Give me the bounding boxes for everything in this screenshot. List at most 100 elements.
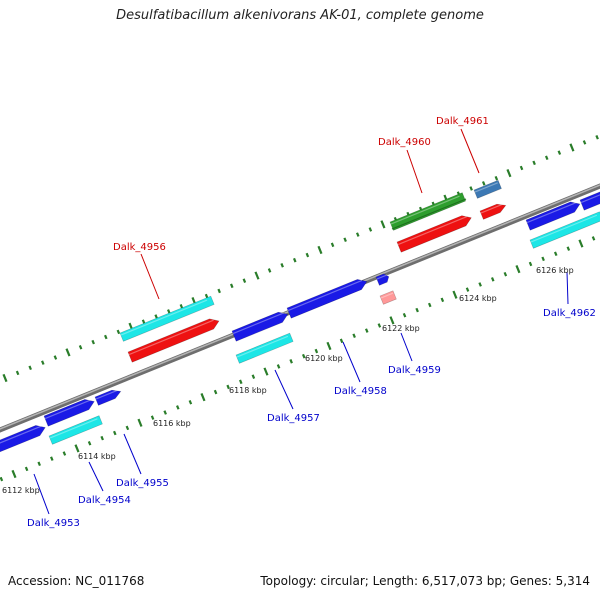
upper-track-tick bbox=[28, 365, 32, 371]
upper-track-tick bbox=[355, 232, 360, 237]
gene-label-dalk-4960[interactable]: Dalk_4960 bbox=[378, 137, 431, 148]
gene-dalk-4956[interactable] bbox=[119, 295, 215, 342]
upper-track-tick bbox=[330, 242, 335, 248]
genome-summary-text: Topology: circular; Length: 6,517,073 bp… bbox=[260, 574, 590, 588]
label-pointers bbox=[33, 128, 569, 515]
cds-dalk-4958[interactable] bbox=[286, 279, 368, 319]
lower-track-tick bbox=[11, 469, 17, 479]
pointer-dalk-4962 bbox=[566, 271, 569, 305]
lower-track-tick bbox=[113, 430, 117, 436]
lower-track-tick bbox=[339, 338, 344, 344]
cds-dalk-4954[interactable] bbox=[43, 399, 95, 427]
cds-dalk-4953[interactable] bbox=[0, 425, 46, 453]
feature-dalk-4961[interactable] bbox=[473, 179, 502, 199]
pointer-dalk-4959 bbox=[400, 332, 413, 362]
pseudo-dalk-4959[interactable] bbox=[379, 290, 397, 305]
gene-label-dalk-4955[interactable]: Dalk_4955 bbox=[116, 478, 169, 489]
pointer-dalk-4960 bbox=[406, 149, 423, 194]
cds-dalk-4956[interactable] bbox=[127, 318, 220, 363]
cds-dalk-4961[interactable] bbox=[479, 203, 507, 220]
upper-track-tick bbox=[481, 181, 486, 186]
lower-track-tick bbox=[364, 328, 369, 333]
tick-label-6126: 6126 kbp bbox=[536, 266, 574, 275]
lower-track-tick bbox=[239, 379, 243, 385]
gene-label-dalk-4958[interactable]: Dalk_4958 bbox=[334, 386, 387, 397]
gene-label-dalk-4954[interactable]: Dalk_4954 bbox=[78, 495, 131, 506]
upper-track-tick bbox=[569, 143, 575, 152]
upper-track-tick bbox=[167, 309, 171, 314]
lower-track-tick bbox=[137, 418, 143, 427]
upper-track-tick bbox=[53, 355, 58, 360]
cds-dalk-4962[interactable] bbox=[525, 201, 581, 231]
lower-track-tick bbox=[24, 466, 29, 472]
lower-track-tick bbox=[478, 282, 482, 287]
pointer-dalk-4953 bbox=[33, 473, 50, 515]
upper-track-tick bbox=[78, 345, 83, 350]
gene-label-dalk-4962[interactable]: Dalk_4962 bbox=[543, 308, 596, 319]
lower-track-tick bbox=[427, 302, 432, 308]
pointer-dalk-4954 bbox=[88, 461, 104, 492]
upper-track-tick bbox=[557, 150, 562, 155]
upper-track-tick bbox=[179, 304, 184, 309]
lower-track-tick bbox=[326, 341, 332, 351]
gene-label-group: Dalk_4956 Dalk_4960 Dalk_4961 Dalk_4953 … bbox=[27, 116, 596, 529]
gene-label-dalk-4953[interactable]: Dalk_4953 bbox=[27, 518, 80, 529]
lower-track-tick bbox=[37, 461, 41, 467]
accession-text: Accession: NC_011768 bbox=[8, 574, 145, 588]
upper-track-tick bbox=[116, 329, 121, 335]
gene-dalk-4957[interactable] bbox=[235, 332, 294, 364]
upper-track-tick bbox=[343, 237, 347, 242]
lower-track-tick bbox=[188, 400, 193, 405]
upper-track-tick bbox=[41, 360, 45, 365]
upper-track-tick bbox=[15, 370, 20, 376]
gene-label-dalk-4961[interactable]: Dalk_4961 bbox=[436, 116, 489, 127]
upper-track-tick bbox=[65, 348, 71, 357]
map-title: Desulfatibacillum alkenivorans AK-01, co… bbox=[116, 8, 484, 23]
upper-track-tick bbox=[595, 134, 599, 140]
upper-track-tick bbox=[254, 271, 260, 280]
upper-track-tick bbox=[267, 268, 272, 273]
cds-dalk-4963[interactable] bbox=[579, 191, 600, 211]
gene-features bbox=[0, 179, 600, 453]
lower-track-tick bbox=[578, 239, 584, 248]
upper-track-tick bbox=[305, 252, 310, 258]
upper-track-tick bbox=[230, 283, 234, 289]
lower-track-tick bbox=[591, 236, 596, 241]
gene-label-dalk-4959[interactable]: Dalk_4959 bbox=[388, 365, 441, 376]
lower-track-tick bbox=[301, 353, 306, 359]
gene-dalk-4962[interactable] bbox=[529, 211, 600, 249]
upper-track-tick bbox=[368, 227, 373, 232]
cds-dalk-4957[interactable] bbox=[231, 311, 289, 342]
lower-track-tick bbox=[452, 290, 458, 299]
lower-track-tick bbox=[74, 444, 80, 453]
cds-dalk-4955[interactable] bbox=[94, 389, 122, 406]
tick-label-6116: 6116 kbp bbox=[153, 419, 191, 428]
cds-dalk-4960[interactable] bbox=[396, 215, 472, 253]
gene-label-dalk-4957[interactable]: Dalk_4957 bbox=[267, 413, 320, 424]
upper-track-tick bbox=[154, 314, 158, 319]
lower-track-tick bbox=[263, 367, 269, 376]
lower-track-tick bbox=[100, 435, 104, 441]
pointer-dalk-4957 bbox=[274, 369, 294, 410]
lower-track-tick bbox=[276, 364, 281, 369]
lower-track-tick bbox=[87, 441, 92, 446]
lower-track-tick bbox=[150, 415, 155, 420]
lower-track-tick bbox=[553, 251, 558, 257]
pointer-dalk-4956 bbox=[140, 253, 160, 300]
rna-dalk-4960[interactable] bbox=[389, 192, 467, 231]
lower-track-tick bbox=[200, 393, 206, 402]
tick-label-6122: 6122 kbp bbox=[382, 324, 420, 333]
lower-track-tick bbox=[402, 312, 407, 318]
lower-track-tick bbox=[125, 425, 130, 431]
gene-label-dalk-4956[interactable]: Dalk_4956 bbox=[113, 242, 166, 253]
lower-track-tick bbox=[314, 348, 319, 354]
upper-track-tick bbox=[104, 334, 108, 340]
upper-track-tick bbox=[317, 245, 323, 255]
lower-track-tick bbox=[490, 277, 495, 282]
upper-track-tick bbox=[532, 160, 536, 166]
upper-track-tick bbox=[217, 288, 221, 294]
gene-dalk-4954[interactable] bbox=[48, 415, 103, 445]
cds-dalk-4959[interactable] bbox=[375, 273, 390, 286]
upper-track-tick bbox=[204, 293, 209, 299]
tick-label-6118: 6118 kbp bbox=[229, 386, 267, 395]
